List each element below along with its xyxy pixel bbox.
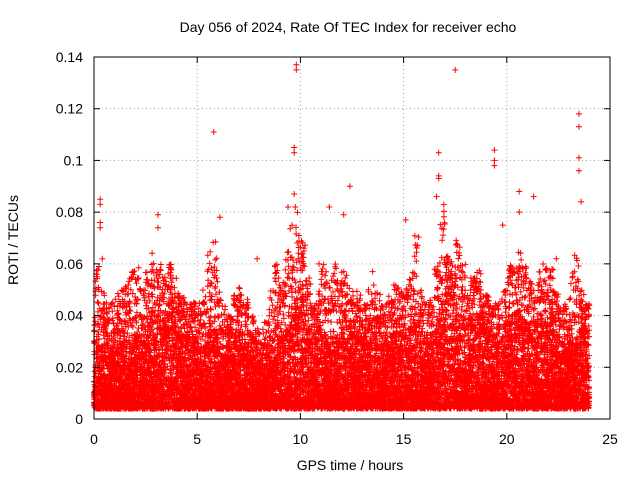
data-point [202, 293, 209, 300]
data-point [98, 314, 105, 321]
data-point [99, 344, 106, 351]
data-points [91, 61, 593, 412]
data-point [95, 300, 102, 307]
data-point [244, 296, 251, 303]
data-point [259, 326, 266, 333]
data-point [153, 301, 159, 308]
data-point [94, 266, 101, 273]
data-point [102, 349, 109, 356]
data-point [135, 264, 142, 271]
data-point [213, 255, 220, 262]
data-point [236, 285, 243, 292]
data-point [215, 314, 222, 321]
data-point [114, 290, 121, 297]
data-point [108, 300, 115, 307]
data-point [99, 307, 106, 313]
data-point [96, 263, 102, 270]
data-point [101, 292, 108, 299]
data-point [94, 299, 101, 306]
data-point [92, 318, 99, 325]
data-point [95, 308, 101, 315]
data-point [93, 267, 100, 274]
data-point [95, 331, 102, 338]
data-point [236, 284, 243, 291]
data-point [94, 342, 101, 348]
data-point [96, 360, 103, 367]
grid-lines [94, 57, 610, 419]
data-point [139, 325, 146, 332]
data-point [155, 302, 162, 309]
data-point [212, 256, 219, 263]
data-point [98, 288, 105, 295]
data-point [143, 269, 150, 276]
data-point [95, 284, 102, 291]
data-point [166, 338, 173, 345]
data-point [97, 313, 104, 320]
data-point [91, 392, 98, 398]
data-point [157, 261, 164, 268]
data-point [199, 287, 206, 294]
data-point [115, 293, 122, 300]
data-point [149, 250, 156, 257]
data-point [94, 273, 101, 280]
data-point [97, 388, 104, 395]
chart-title: Day 056 of 2024, Rate Of TEC Index for r… [180, 19, 517, 35]
